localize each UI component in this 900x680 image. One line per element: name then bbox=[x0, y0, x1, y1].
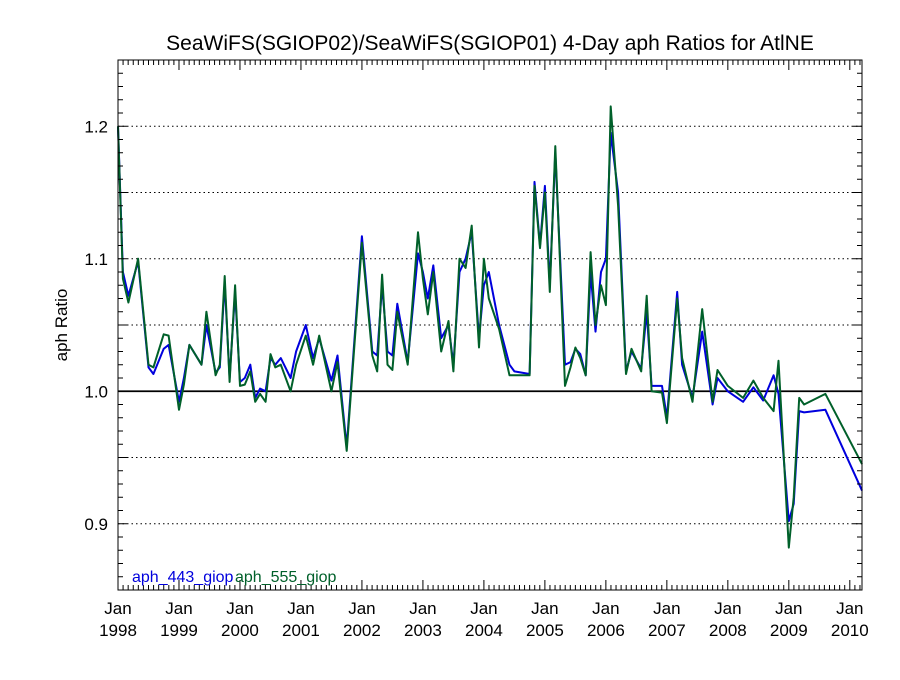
tick-labels: 0.9 1.0 1.1 1.2 Jan 1998 Jan 1999 Jan 2000 Jan 2001… bbox=[84, 117, 868, 640]
x-tick-label-year: 1999 bbox=[160, 621, 198, 640]
x-tick-label-year: 2000 bbox=[221, 621, 259, 640]
series-line-aph-555 bbox=[117, 105, 863, 549]
y-axis-label: aph Ratio bbox=[52, 289, 71, 362]
x-tick-label-month: Jan bbox=[287, 599, 314, 618]
x-tick-label-month: Jan bbox=[714, 599, 741, 618]
series-lines bbox=[117, 105, 863, 549]
series-line-aph-443 bbox=[117, 126, 863, 523]
x-tick-label-month: Jan bbox=[470, 599, 497, 618]
x-tick-label-year: 2001 bbox=[282, 621, 320, 640]
legend-label-aph-443: aph_443_giop bbox=[132, 569, 234, 586]
gridlines bbox=[118, 125, 862, 591]
x-tick-label-year: 2009 bbox=[770, 621, 808, 640]
legend: aph_443_giop aph_555_giop bbox=[132, 569, 337, 586]
x-tick-label-year: 2006 bbox=[587, 621, 625, 640]
x-tick-label-year: 2007 bbox=[648, 621, 686, 640]
x-tick-label-year: 1998 bbox=[99, 621, 137, 640]
x-tick-label-month: Jan bbox=[409, 599, 436, 618]
legend-label-aph-555: aph_555_giop bbox=[235, 569, 337, 586]
x-tick-label-month: Jan bbox=[775, 599, 802, 618]
y-tick-label: 1.0 bbox=[84, 382, 108, 401]
y-tick-label: 0.9 bbox=[84, 515, 108, 534]
x-tick-label-month: Jan bbox=[348, 599, 375, 618]
plot-frame bbox=[117, 59, 863, 591]
x-tick-label-year: 2008 bbox=[709, 621, 747, 640]
x-tick-label-month: Jan bbox=[653, 599, 680, 618]
x-tick-label-month: Jan bbox=[836, 599, 863, 618]
x-tick-label-year: 2004 bbox=[465, 621, 503, 640]
x-tick-label-month: Jan bbox=[104, 599, 131, 618]
axis-ticks bbox=[117, 59, 862, 591]
x-tick-label-year: 2002 bbox=[343, 621, 381, 640]
x-tick-label-year: 2010 bbox=[831, 621, 869, 640]
x-tick-label-year: 2003 bbox=[404, 621, 442, 640]
chart-title: SeaWiFS(SGIOP02)/SeaWiFS(SGIOP01) 4-Day … bbox=[166, 32, 814, 55]
x-tick-label-month: Jan bbox=[226, 599, 253, 618]
x-tick-label-month: Jan bbox=[531, 599, 558, 618]
x-tick-label-month: Jan bbox=[165, 599, 192, 618]
x-tick-label-year: 2005 bbox=[526, 621, 564, 640]
x-tick-label-month: Jan bbox=[592, 599, 619, 618]
y-tick-label: 1.2 bbox=[84, 117, 108, 136]
y-tick-label: 1.1 bbox=[84, 250, 108, 269]
